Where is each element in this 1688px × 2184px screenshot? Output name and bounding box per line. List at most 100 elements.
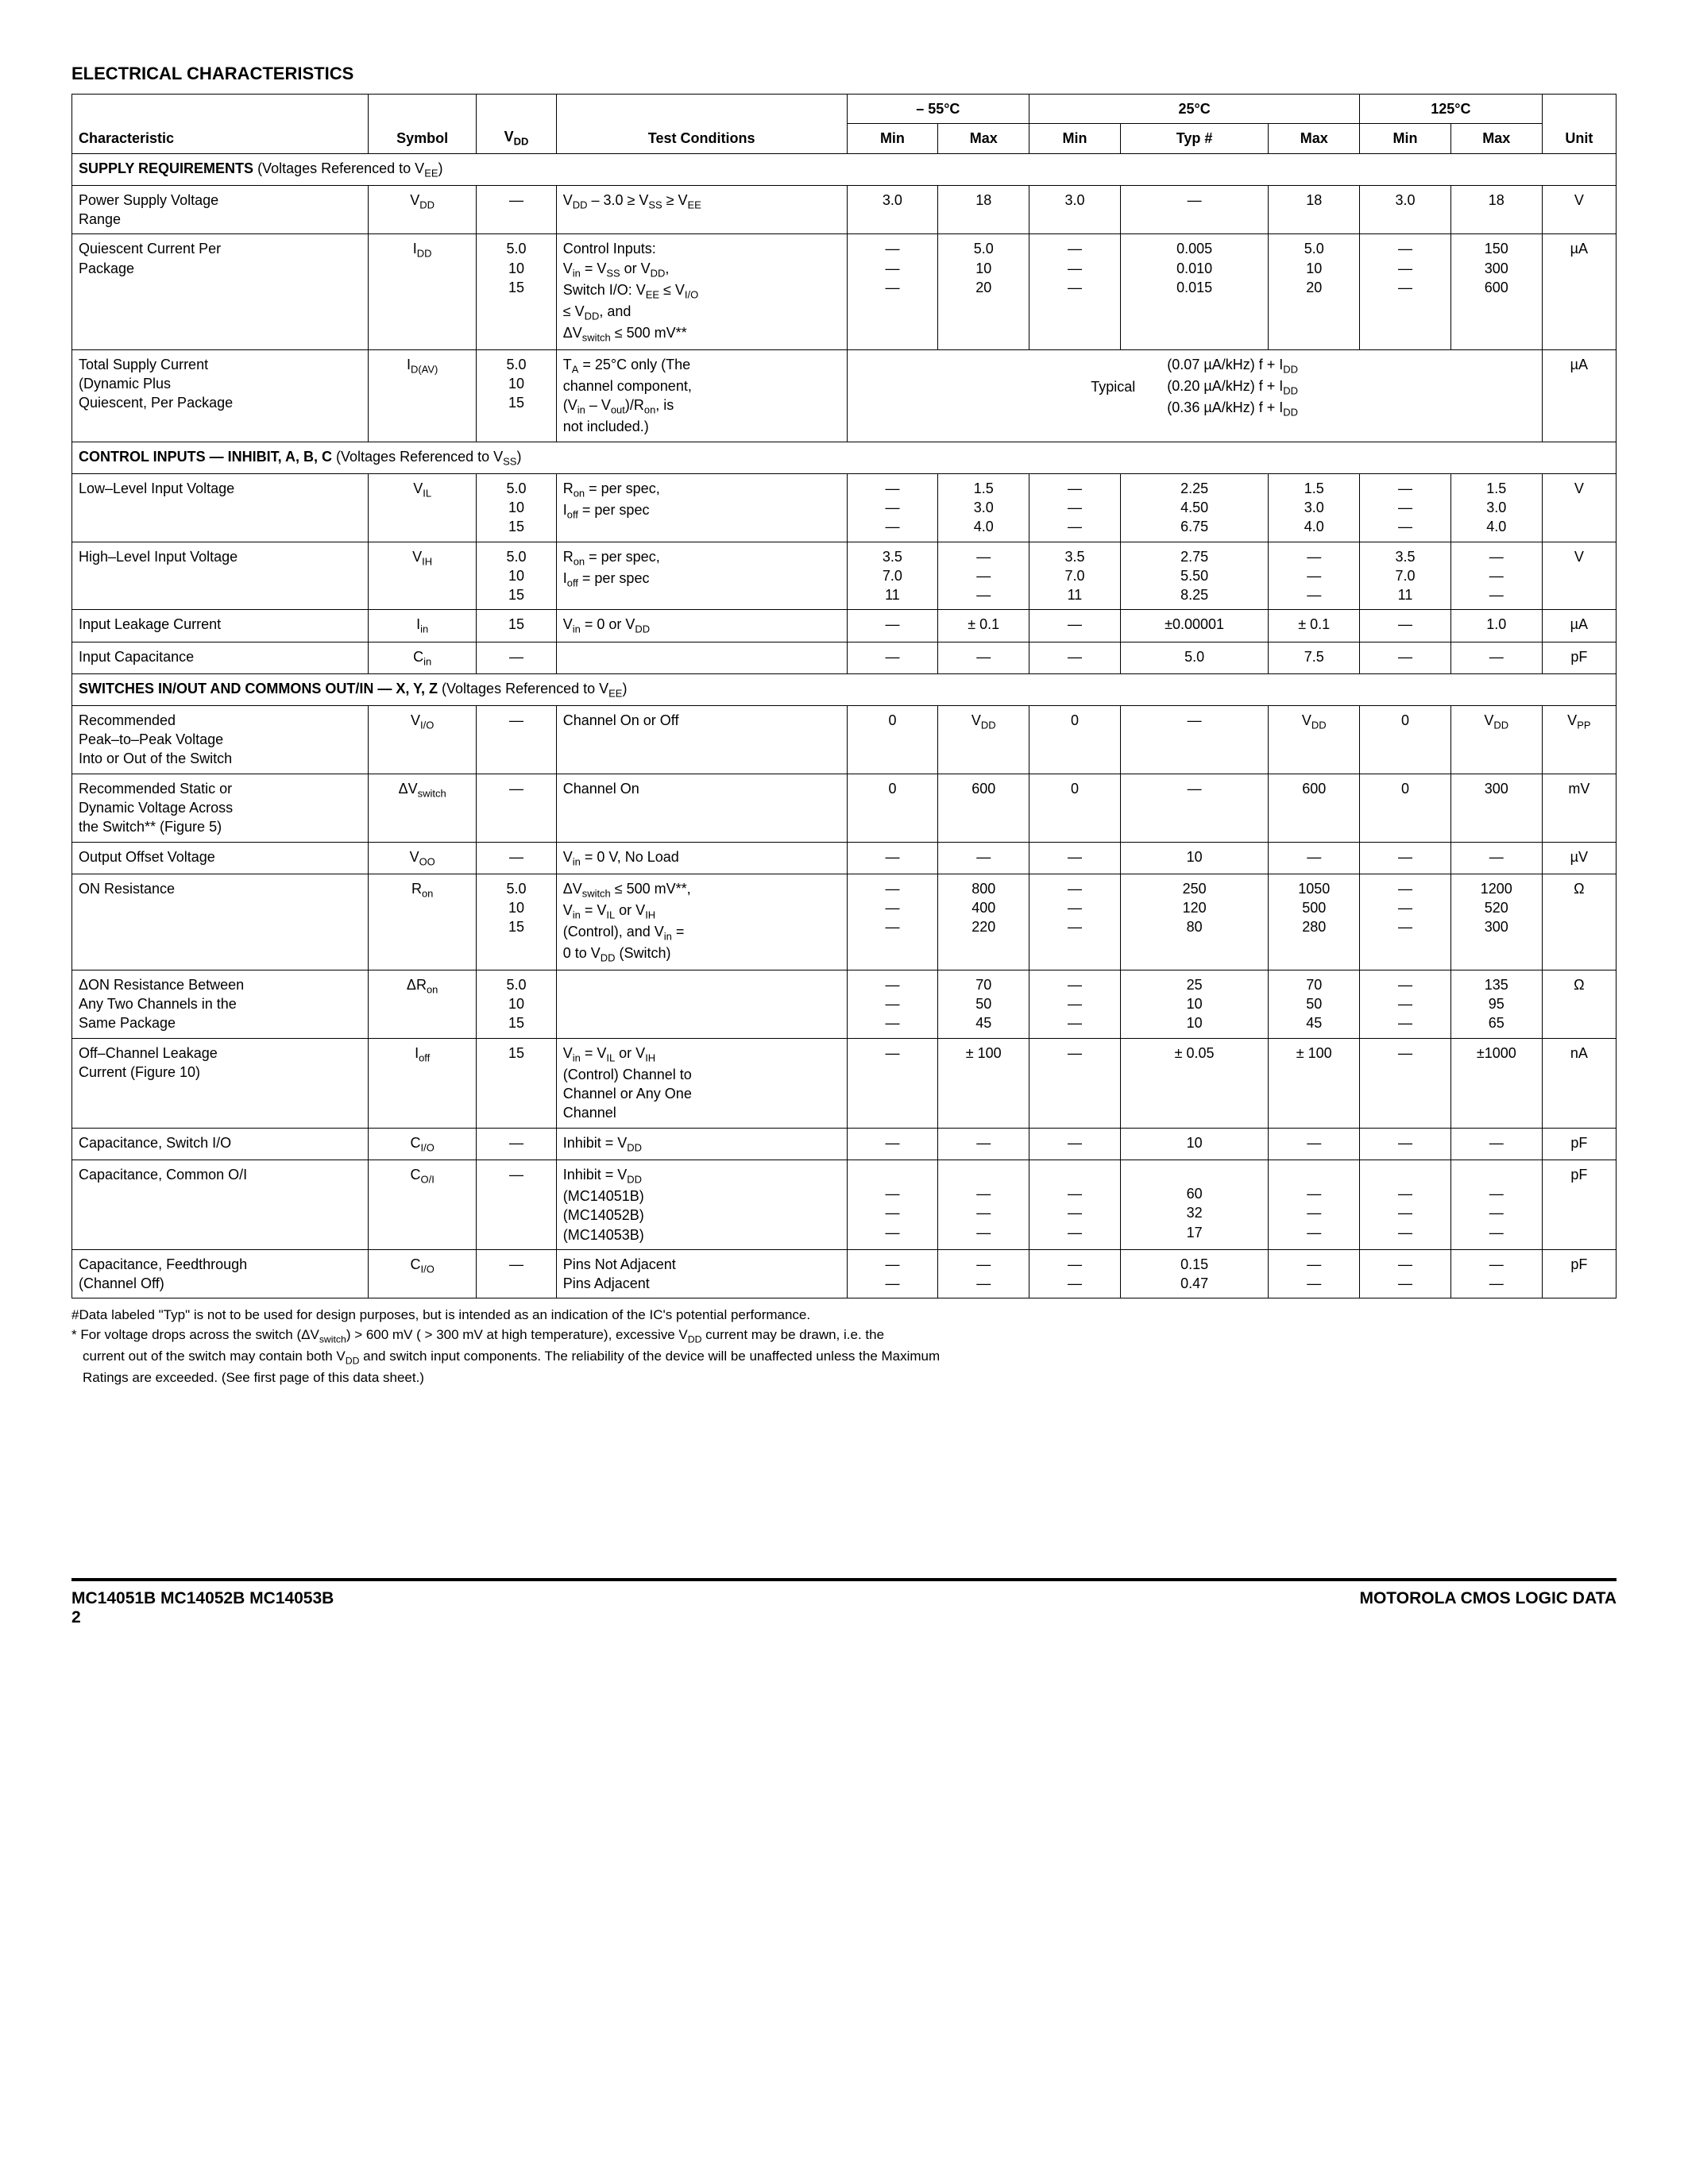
qc-test: Control Inputs:Vin = VSS or VDD,Switch I…	[556, 234, 847, 350]
coi-t125min: ———	[1360, 1160, 1451, 1249]
tsc-char: Total Supply Current(Dynamic PlusQuiesce…	[72, 349, 369, 442]
cft-t25min: ——	[1029, 1249, 1121, 1298]
dron-t25min: ———	[1029, 970, 1121, 1038]
row-cft: Capacitance, Feedthrough(Channel Off) CI…	[72, 1249, 1617, 1298]
temp-125: 125°C	[1360, 95, 1543, 124]
psv-t25min: 3.0	[1029, 185, 1121, 234]
section-supply-req: SUPPLY REQUIREMENTS (Voltages Referenced…	[72, 153, 1617, 185]
cio-m55min: —	[847, 1128, 938, 1160]
tsc-typical: Typical (0.07 µA/kHz) f + IDD(0.20 µA/kH…	[847, 349, 1542, 442]
cin-sym: Cin	[369, 642, 477, 673]
row-vio: RecommendedPeak–to–Peak VoltageInto or O…	[72, 705, 1617, 774]
col-test-conditions: Test Conditions	[556, 95, 847, 154]
cft-vdd: —	[477, 1249, 556, 1298]
coi-t25max: ———	[1269, 1160, 1360, 1249]
page-footer: MC14051B MC14052B MC14053B 2 MOTOROLA CM…	[71, 1578, 1617, 1627]
footer-left: MC14051B MC14052B MC14053B 2	[71, 1589, 334, 1627]
dvs-char: Recommended Static orDynamic Voltage Acr…	[72, 774, 369, 842]
psv-m55min: 3.0	[847, 185, 938, 234]
coi-unit: pF	[1542, 1160, 1616, 1249]
qc-m55min: ———	[847, 234, 938, 350]
page-title: ELECTRICAL CHARACTERISTICS	[71, 64, 1617, 84]
dron-vdd: 5.01015	[477, 970, 556, 1038]
voo-t125min: —	[1360, 842, 1451, 874]
vih-vdd: 5.01015	[477, 542, 556, 610]
electrical-characteristics-table: Characteristic Symbol VDD Test Condition…	[71, 94, 1617, 1298]
vio-sym: VI/O	[369, 705, 477, 774]
tsc-unit: µA	[1542, 349, 1616, 442]
dron-m55min: ———	[847, 970, 938, 1038]
vih-m55max: ———	[938, 542, 1029, 610]
row-cin: Input Capacitance Cin — — — — 5.0 7.5 — …	[72, 642, 1617, 673]
cft-char: Capacitance, Feedthrough(Channel Off)	[72, 1249, 369, 1298]
ioff-sym: Ioff	[369, 1038, 477, 1128]
qc-m55max: 5.01020	[938, 234, 1029, 350]
ron-t25max: 1050500280	[1269, 874, 1360, 970]
tsc-vdd: 5.01015	[477, 349, 556, 442]
voo-vdd: —	[477, 842, 556, 874]
ron-t25min: ———	[1029, 874, 1121, 970]
dron-sym: ΔRon	[369, 970, 477, 1038]
cin-m55max: —	[938, 642, 1029, 673]
qc-sym: IDD	[369, 234, 477, 350]
dvs-t125max: 300	[1450, 774, 1542, 842]
cio-t125min: —	[1360, 1128, 1451, 1160]
vio-t125max: VDD	[1450, 705, 1542, 774]
cft-t125max: ——	[1450, 1249, 1542, 1298]
cin-t125max: —	[1450, 642, 1542, 673]
cft-t125min: ——	[1360, 1249, 1451, 1298]
ioff-t25min: —	[1029, 1038, 1121, 1128]
iin-unit: µA	[1542, 610, 1616, 642]
dvs-vdd: —	[477, 774, 556, 842]
cin-m55min: —	[847, 642, 938, 673]
iin-t25min: —	[1029, 610, 1121, 642]
col-unit: Unit	[1542, 95, 1616, 154]
qc-t125min: ———	[1360, 234, 1451, 350]
iin-test: Vin = 0 or VDD	[556, 610, 847, 642]
row-coi: Capacitance, Common O/I CO/I — Inhibit =…	[72, 1160, 1617, 1249]
voo-m55min: —	[847, 842, 938, 874]
col-symbol: Symbol	[369, 95, 477, 154]
ioff-t25max: ± 100	[1269, 1038, 1360, 1128]
coi-t125max: ———	[1450, 1160, 1542, 1249]
vih-unit: V	[1542, 542, 1616, 610]
vih-t25min: 3.57.011	[1029, 542, 1121, 610]
iin-t25max: ± 0.1	[1269, 610, 1360, 642]
cin-unit: pF	[1542, 642, 1616, 673]
iin-t125max: 1.0	[1450, 610, 1542, 642]
temp-header-row: Characteristic Symbol VDD Test Condition…	[72, 95, 1617, 124]
qc-unit: µA	[1542, 234, 1616, 350]
cin-t25typ: 5.0	[1120, 642, 1269, 673]
vih-m55min: 3.57.011	[847, 542, 938, 610]
voo-t25min: —	[1029, 842, 1121, 874]
row-cio: Capacitance, Switch I/O CI/O — Inhibit =…	[72, 1128, 1617, 1160]
voo-unit: µV	[1542, 842, 1616, 874]
footnote-voltage-drop-3: Ratings are exceeded. (See first page of…	[71, 1369, 1617, 1387]
cin-char: Input Capacitance	[72, 642, 369, 673]
cio-test: Inhibit = VDD	[556, 1128, 847, 1160]
row-vil: Low–Level Input Voltage VIL 5.01015 Ron …	[72, 473, 1617, 542]
ioff-char: Off–Channel LeakageCurrent (Figure 10)	[72, 1038, 369, 1128]
cio-t25max: —	[1269, 1128, 1360, 1160]
vih-sym: VIH	[369, 542, 477, 610]
ron-m55min: ———	[847, 874, 938, 970]
iin-m55max: ± 0.1	[938, 610, 1029, 642]
vih-t125max: ———	[1450, 542, 1542, 610]
temp-25: 25°C	[1029, 95, 1360, 124]
temp-m55: – 55°C	[847, 95, 1029, 124]
ron-m55max: 800400220	[938, 874, 1029, 970]
row-dvs: Recommended Static orDynamic Voltage Acr…	[72, 774, 1617, 842]
dvs-m55max: 600	[938, 774, 1029, 842]
ioff-unit: nA	[1542, 1038, 1616, 1128]
psv-test: VDD – 3.0 ≥ VSS ≥ VEE	[556, 185, 847, 234]
vil-t25min: ———	[1029, 473, 1121, 542]
coi-t25min: ———	[1029, 1160, 1121, 1249]
dvs-m55min: 0	[847, 774, 938, 842]
vil-t25max: 1.53.04.0	[1269, 473, 1360, 542]
section-control-inputs: CONTROL INPUTS — INHIBIT, A, B, C (Volta…	[72, 442, 1617, 473]
dron-m55max: 705045	[938, 970, 1029, 1038]
row-tsc: Total Supply Current(Dynamic PlusQuiesce…	[72, 349, 1617, 442]
voo-char: Output Offset Voltage	[72, 842, 369, 874]
iin-sym: Iin	[369, 610, 477, 642]
vio-t25typ: —	[1120, 705, 1269, 774]
